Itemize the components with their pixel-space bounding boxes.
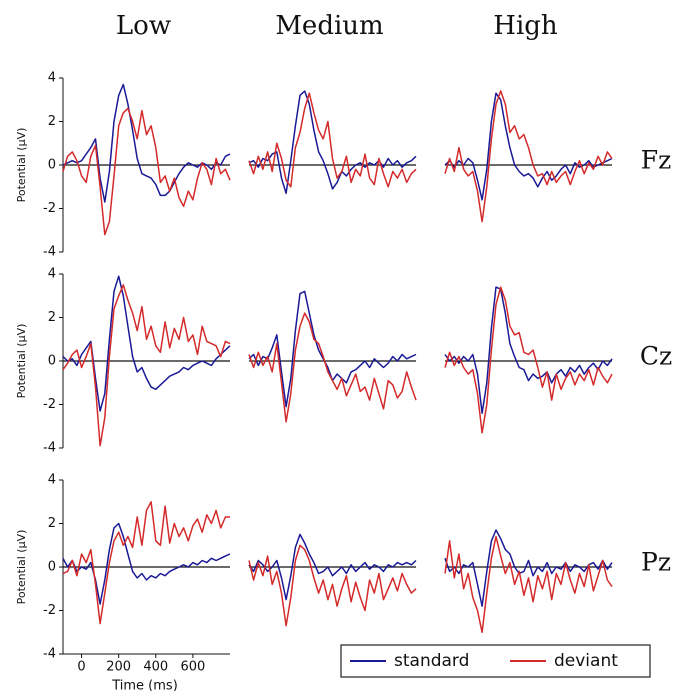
row-label: Cz (640, 342, 672, 371)
y-tick-label: 4 (48, 473, 56, 488)
x-tick-label: 200 (106, 660, 131, 675)
y-tick-label: 0 (48, 560, 56, 575)
series-line (248, 92, 417, 188)
y-tick-label: 2 (48, 516, 56, 531)
y-tick-label: -2 (43, 603, 56, 618)
row-label: Fz (641, 146, 672, 175)
series-line (248, 290, 417, 408)
y-tick-label: 2 (48, 114, 56, 129)
series-line (62, 284, 231, 447)
series-line (444, 535, 613, 634)
column-title: High (493, 11, 558, 41)
column-title: Medium (275, 11, 383, 41)
legend-label: deviant (554, 651, 618, 671)
series-line (248, 544, 417, 627)
series-line (444, 90, 613, 223)
series-line (444, 286, 613, 434)
y-tick-label: -4 (43, 441, 56, 456)
series-line (248, 533, 417, 601)
y-tick-label: -2 (43, 201, 56, 216)
series-line (62, 522, 231, 605)
series-line (62, 501, 230, 625)
legend-label: standard (394, 651, 469, 671)
y-tick-label: 2 (48, 310, 56, 325)
row-label: Pz (641, 548, 671, 577)
x-axis-label: Time (ms) (111, 679, 178, 691)
series-line (248, 90, 417, 195)
y-tick-label: -2 (43, 397, 56, 412)
y-axis-label: Potential (μV) (15, 530, 28, 605)
series-line (444, 529, 613, 607)
y-axis-label: Potential (μV) (15, 324, 28, 399)
y-tick-label: -4 (43, 245, 56, 260)
series-line (444, 92, 613, 201)
series-line (444, 286, 613, 414)
y-tick-label: 4 (48, 267, 56, 282)
x-tick-label: 400 (143, 660, 168, 675)
x-tick-label: 600 (180, 660, 205, 675)
y-tick-label: 4 (48, 71, 56, 86)
series-line (62, 83, 231, 203)
y-axis-label: Potential (μV) (15, 128, 28, 203)
y-tick-label: 0 (48, 158, 56, 173)
column-title: Low (116, 11, 171, 41)
y-tick-label: -4 (43, 647, 56, 662)
series-line (248, 312, 417, 423)
series-line (62, 275, 231, 412)
series-line (62, 107, 231, 236)
y-tick-label: 0 (48, 354, 56, 369)
x-tick-label: 0 (77, 660, 85, 675)
legend-box (340, 644, 651, 678)
